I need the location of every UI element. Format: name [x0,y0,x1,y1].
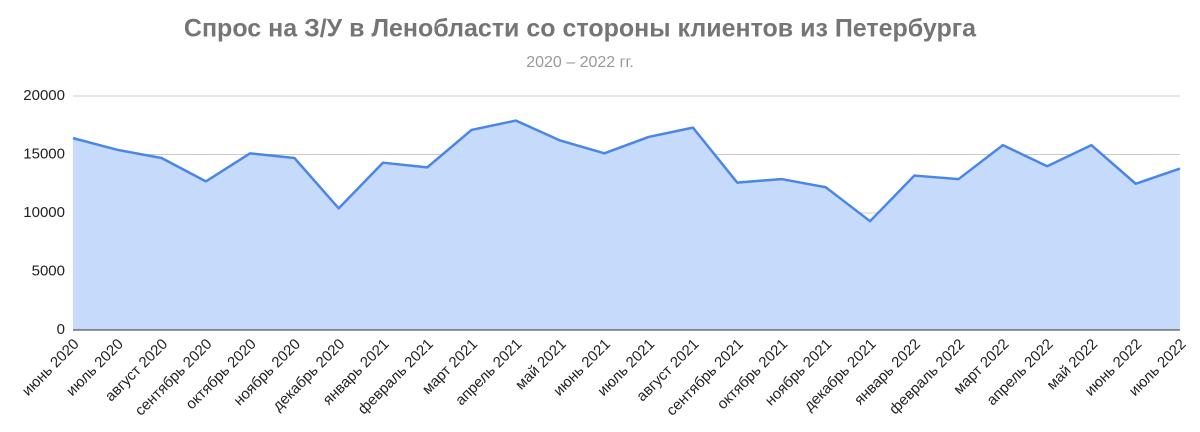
y-tick-label: 0 [57,321,65,338]
chart-title: Спрос на З/У в Ленобласти со стороны кли… [184,15,977,43]
line [72,119,1181,223]
area [73,120,1180,330]
y-tick-label: 10000 [23,204,65,221]
x-tick-label: сентябрь 2021 [663,336,747,420]
y-tick-label: 20000 [23,87,65,104]
x-tick-label: сентябрь 2020 [132,336,216,420]
y-tick-label: 5000 [32,262,65,279]
y-tick-label: 15000 [23,145,65,162]
chart-subtitle: 2020 – 2022 гг. [526,54,634,71]
